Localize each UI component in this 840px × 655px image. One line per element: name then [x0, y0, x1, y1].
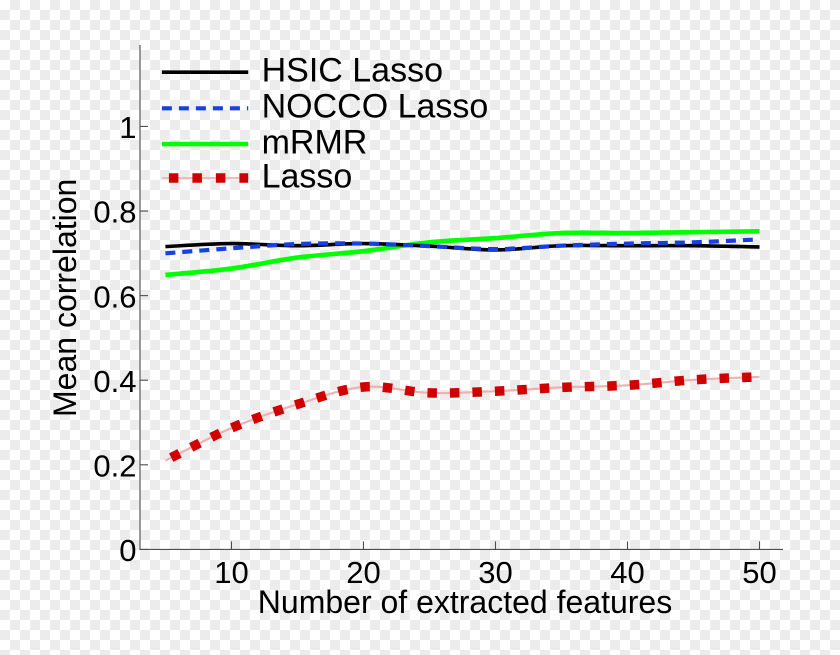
svg-text:10: 10 — [214, 555, 248, 590]
svg-text:mRMR: mRMR — [262, 123, 368, 161]
svg-text:1: 1 — [119, 110, 136, 145]
svg-text:50: 50 — [742, 555, 776, 590]
svg-text:NOCCO Lasso: NOCCO Lasso — [262, 88, 489, 126]
svg-text:0.6: 0.6 — [93, 279, 136, 314]
svg-text:0.8: 0.8 — [93, 195, 136, 230]
svg-text:0: 0 — [119, 533, 136, 568]
svg-text:Lasso: Lasso — [262, 157, 353, 195]
svg-text:Number of extracted features: Number of extracted features — [258, 584, 672, 620]
svg-text:0.2: 0.2 — [93, 449, 136, 484]
svg-text:HSIC Lasso: HSIC Lasso — [262, 52, 443, 90]
svg-text:0.4: 0.4 — [93, 364, 136, 399]
